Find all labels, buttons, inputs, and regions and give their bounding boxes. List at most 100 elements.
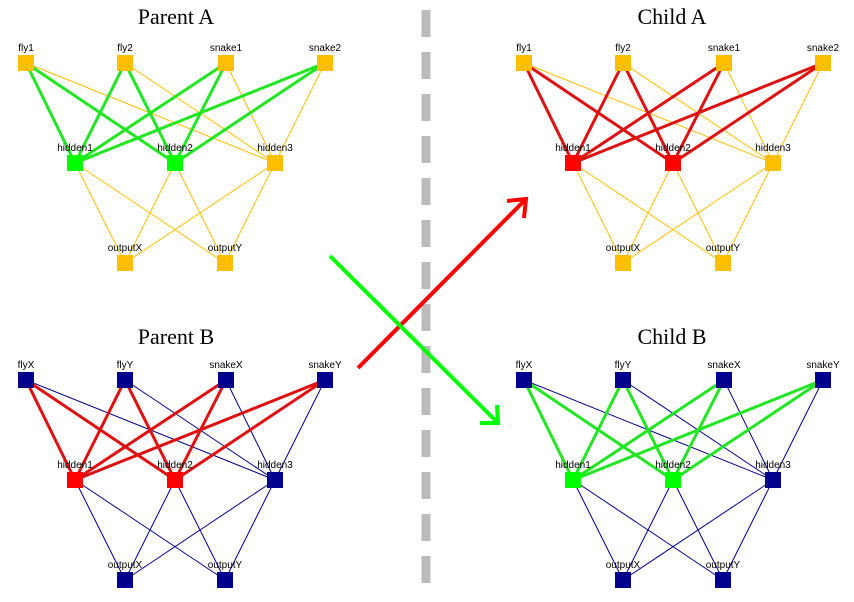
input-node-label: flyX (18, 360, 35, 371)
parent-a-title: Parent A (138, 4, 214, 29)
hidden-node (167, 155, 183, 171)
crossover-arrow-parent-a-to-child-b (328, 254, 499, 424)
crossover-edge-input-3-hidden-0 (74, 378, 326, 482)
hidden-node-label: hidden2 (655, 143, 691, 154)
input-node-label: snake1 (210, 43, 243, 54)
child-a-network: fly1 fly2 snake1 snake2 hidden1 hidden2 hidden… (516, 43, 840, 271)
crossover-edge-input-2-hidden-0 (572, 61, 725, 165)
crossover-edge-input-1-hidden-0 (73, 379, 127, 481)
input-node-label: flyY (615, 360, 632, 371)
input-node (218, 372, 234, 388)
input-node-label: flyY (117, 360, 134, 371)
crossover-edge-input-3-hidden-1 (672, 378, 824, 482)
input-node (317, 372, 333, 388)
input-node-label: snakeX (209, 360, 243, 371)
hidden-node (765, 472, 781, 488)
output-node (217, 572, 233, 588)
input-node-label: fly1 (18, 43, 34, 54)
crossover-edge-input-1-hidden-0 (571, 62, 625, 164)
crossover-edge-input-1-hidden-0 (571, 379, 625, 481)
hidden-node-label: hidden3 (257, 143, 293, 154)
output-node-label: outputY (706, 560, 741, 571)
hidden-node-label: hidden3 (257, 460, 293, 471)
edge-hidden-2-output-1 (224, 479, 276, 581)
edge-hidden-0-output-0 (572, 479, 624, 581)
output-node-label: outputX (606, 243, 641, 254)
child-b-title: Child B (637, 324, 706, 349)
input-node-label: snakeX (707, 360, 741, 371)
edge-hidden-1-output-0 (124, 162, 176, 264)
crossover-edge-input-2-hidden-0 (74, 378, 227, 482)
crossover-edge-input-0-hidden-0 (522, 62, 575, 164)
edge-hidden-2-output-1 (722, 162, 774, 264)
input-node-label: snakeY (806, 360, 840, 371)
input-node (117, 372, 133, 388)
output-node (715, 572, 731, 588)
output-node-label: outputX (606, 560, 641, 571)
crossover-edge-input-0-hidden-0 (24, 379, 77, 481)
child-b-network: flyX flyY snakeX snakeY hidden1 hidden2 hidden… (516, 360, 840, 588)
input-node (815, 372, 831, 388)
input-node-label: snakeY (308, 360, 342, 371)
crossover-edge-input-0-hidden-0 (24, 62, 77, 164)
edge-hidden-2-output-1 (722, 479, 774, 581)
hidden-node-label: hidden3 (755, 460, 791, 471)
arrowhead-red (506, 196, 529, 219)
hidden-node (67, 472, 83, 488)
arrowhead-green (480, 404, 501, 425)
hidden-node-label: hidden3 (755, 143, 791, 154)
edge-hidden-1-output-0 (622, 162, 674, 264)
hidden-node (665, 472, 681, 488)
edge-hidden-2-output-0 (124, 162, 276, 264)
crossover-edge-input-3-hidden-1 (672, 61, 824, 165)
hidden-node-label: hidden2 (157, 143, 193, 154)
input-node (516, 372, 532, 388)
input-node (516, 55, 532, 71)
output-node (117, 572, 133, 588)
hidden-node (167, 472, 183, 488)
output-node (615, 255, 631, 271)
edge-hidden-0-output-0 (74, 162, 126, 264)
hidden-node (267, 472, 283, 488)
hidden-node-label: hidden2 (655, 460, 691, 471)
crossover-edge-input-3-hidden-0 (572, 378, 824, 482)
crossover-arrow-parent-b-to-child-a (356, 198, 527, 370)
hidden-node-label: hidden1 (555, 143, 591, 154)
hidden-node (665, 155, 681, 171)
edge-hidden-2-output-0 (622, 162, 774, 264)
edge-hidden-1-output-0 (622, 479, 674, 581)
output-node (615, 572, 631, 588)
input-node-label: snake1 (708, 43, 741, 54)
hidden-node (267, 155, 283, 171)
output-node (715, 255, 731, 271)
crossover-edge-input-0-hidden-0 (522, 379, 575, 481)
edge-hidden-2-output-0 (124, 479, 276, 581)
output-node-label: outputX (108, 243, 143, 254)
output-node-label: outputY (208, 560, 243, 571)
output-node-label: outputY (208, 243, 243, 254)
hidden-node-label: hidden2 (157, 460, 193, 471)
input-node (218, 55, 234, 71)
hidden-node-label: hidden1 (57, 143, 93, 154)
input-node-label: fly1 (516, 43, 532, 54)
input-node-label: fly2 (117, 43, 133, 54)
hidden-node-label: hidden1 (555, 460, 591, 471)
input-node (615, 55, 631, 71)
hidden-node (565, 155, 581, 171)
output-node (117, 255, 133, 271)
input-node (18, 55, 34, 71)
output-node-label: outputY (706, 243, 741, 254)
input-node (716, 372, 732, 388)
input-node (815, 55, 831, 71)
edge-input-3-hidden-2 (274, 379, 326, 481)
hidden-node (565, 472, 581, 488)
edge-hidden-0-output-0 (74, 479, 126, 581)
output-node (217, 255, 233, 271)
input-node (18, 372, 34, 388)
edge-hidden-2-output-1 (224, 162, 276, 264)
crossover-edge-input-1-hidden-0 (73, 62, 127, 164)
edge-input-3-hidden-2 (772, 62, 824, 164)
parent-b-network: flyX flyY snakeX snakeY hidden1 hidden2 hidden… (18, 360, 342, 588)
output-node-label: outputX (108, 560, 143, 571)
